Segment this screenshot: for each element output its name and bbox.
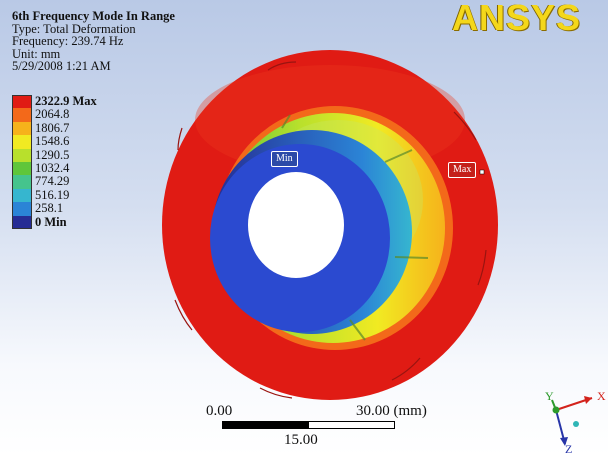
result-title: 6th Frequency Mode In Range [12, 9, 175, 23]
scale-right-label: 30.00 (mm) [356, 403, 427, 419]
result-date: 5/29/2008 1:21 AM [12, 59, 111, 74]
result-frequency: Frequency: 239.74 Hz [12, 34, 124, 49]
scale-bar-fill [223, 422, 309, 428]
legend-label: 516.19 [35, 187, 70, 202]
triad-z-label: Z [565, 442, 573, 456]
min-probe-label[interactable]: Min [271, 151, 298, 167]
ansys-logo: ANSYS [452, 0, 582, 38]
scale-mid-label: 15.00 [284, 432, 318, 448]
triad-x-label: X [597, 389, 606, 403]
legend-swatch [12, 161, 32, 176]
scale-bar [222, 421, 395, 429]
center-hole [248, 172, 344, 278]
axis-triad[interactable] [551, 396, 593, 446]
legend-label: 1032.4 [35, 160, 70, 175]
legend-label: 1806.7 [35, 120, 70, 135]
triad-y-label: Y [545, 389, 554, 403]
inner-ribs [281, 114, 429, 341]
legend-label: 774.29 [35, 174, 70, 189]
legend-label: 2322.9 Max [35, 94, 97, 108]
legend-swatch [12, 121, 32, 136]
legend-label: 1290.5 [35, 147, 70, 162]
legend-swatch [12, 188, 32, 203]
legend-label: 258.1 [35, 201, 64, 216]
result-info: 6th Frequency Mode In Range Type: Total … [12, 10, 175, 73]
legend-label: 1548.6 [35, 134, 70, 149]
legend-label: 2064.8 [35, 107, 70, 122]
flange-slots [174, 61, 487, 399]
legend-swatch [12, 135, 32, 149]
legend-swatch [12, 175, 32, 189]
result-unit: Unit: mm [12, 46, 61, 61]
legend-swatch [12, 215, 32, 229]
legend-swatch [12, 108, 32, 122]
max-marker [479, 169, 485, 175]
legend-swatch [12, 202, 32, 216]
legend-swatch [12, 148, 32, 162]
legend-label: 0 Min [35, 214, 67, 229]
max-probe-label[interactable]: Max [448, 162, 477, 178]
result-type: Type: Total Deformation [12, 21, 136, 36]
legend-swatch [12, 95, 32, 109]
scale-left-label: 0.00 [206, 403, 233, 419]
